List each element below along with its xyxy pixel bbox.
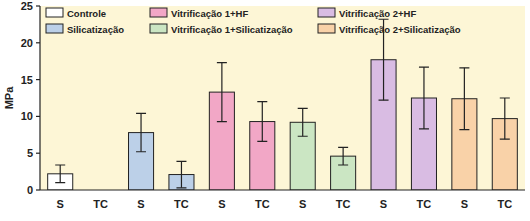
y-tick xyxy=(36,189,40,190)
error-cap xyxy=(55,164,65,165)
error-line xyxy=(221,63,222,122)
legend-label: Silicatização xyxy=(67,24,124,35)
y-tick xyxy=(36,153,40,154)
error-bar xyxy=(338,147,348,165)
error-cap xyxy=(257,101,267,102)
error-cap xyxy=(338,147,348,148)
error-bar xyxy=(500,98,510,139)
legend-label: Vitrificação 1+HF xyxy=(171,8,248,19)
legend-label: Vitrificação 2+HF xyxy=(339,8,416,19)
error-bar xyxy=(419,67,429,129)
x-tick-label: S xyxy=(299,198,306,210)
error-cap xyxy=(379,19,389,20)
legend-item: Vitrificação 1+Silicatização xyxy=(150,24,293,35)
error-cap xyxy=(217,62,227,63)
x-tick-label: S xyxy=(380,198,387,210)
legend-label: Controle xyxy=(67,8,106,19)
legend-item: Vitrificação 2+HF xyxy=(318,8,416,19)
error-cap xyxy=(459,129,469,130)
plot-background xyxy=(40,6,525,190)
legend-item: Silicatização xyxy=(46,24,124,35)
error-line xyxy=(343,147,344,165)
error-bar xyxy=(459,68,469,130)
error-cap xyxy=(338,164,348,165)
x-tick-label: S xyxy=(218,198,225,210)
x-tick-label: S xyxy=(137,198,144,210)
error-cap xyxy=(136,151,146,152)
error-line xyxy=(262,102,263,142)
error-cap xyxy=(136,113,146,114)
y-tick-label: 5 xyxy=(27,147,33,159)
legend-label: Vitrificação 2+Silicatização xyxy=(339,24,461,35)
legend-swatch xyxy=(150,24,167,33)
error-cap xyxy=(217,121,227,122)
error-cap xyxy=(298,108,308,109)
y-tick xyxy=(36,79,40,80)
error-bar xyxy=(136,113,146,151)
legend-swatch xyxy=(46,8,63,17)
y-tick-label: 20 xyxy=(21,37,33,49)
y-axis-label: MPa xyxy=(3,86,15,110)
error-cap xyxy=(379,100,389,101)
error-line xyxy=(302,108,303,136)
x-tick-label: TC xyxy=(497,198,512,210)
error-bar xyxy=(298,108,308,136)
y-tick-label: 25 xyxy=(21,0,33,12)
y-tick xyxy=(36,116,40,117)
error-bar xyxy=(55,165,65,183)
error-cap xyxy=(55,182,65,183)
error-line xyxy=(504,98,505,139)
legend-item: Vitrificação 2+Silicatização xyxy=(318,24,461,35)
error-line xyxy=(140,113,141,151)
error-cap xyxy=(500,139,510,140)
error-cap xyxy=(257,141,267,142)
error-cap xyxy=(419,66,429,67)
y-tick-label: 0 xyxy=(27,184,33,196)
legend-label: Vitrificação 1+Silicatização xyxy=(171,24,293,35)
y-tick-label: 15 xyxy=(21,74,33,86)
x-tick-label: S xyxy=(461,198,468,210)
x-tick-label: S xyxy=(57,198,64,210)
x-tick-label: TC xyxy=(174,198,189,210)
y-axis xyxy=(39,6,40,190)
error-bar xyxy=(176,161,186,187)
x-axis xyxy=(40,189,525,190)
y-tick-label: 10 xyxy=(21,110,33,122)
legend-swatch xyxy=(318,24,335,33)
error-cap xyxy=(298,136,308,137)
legend-swatch xyxy=(318,8,335,17)
error-cap xyxy=(459,67,469,68)
legend-item: Controle xyxy=(46,8,106,19)
legend-swatch xyxy=(150,8,167,17)
error-cap xyxy=(176,187,186,188)
error-line xyxy=(181,161,182,187)
marks xyxy=(48,19,518,190)
x-tick-label: TC xyxy=(417,198,432,210)
legend-item: Vitrificação 1+HF xyxy=(150,8,248,19)
error-cap xyxy=(500,97,510,98)
legend-swatch xyxy=(46,24,63,33)
error-cap xyxy=(419,128,429,129)
x-tick-label: TC xyxy=(255,198,270,210)
error-line xyxy=(423,67,424,129)
error-line xyxy=(60,165,61,183)
error-cap xyxy=(176,161,186,162)
error-bar xyxy=(217,63,227,122)
x-tick-label: TC xyxy=(336,198,351,210)
x-tick-label: TC xyxy=(93,198,108,210)
error-line xyxy=(464,68,465,130)
error-bar xyxy=(257,102,267,142)
y-tick xyxy=(36,42,40,43)
y-tick xyxy=(36,5,40,6)
